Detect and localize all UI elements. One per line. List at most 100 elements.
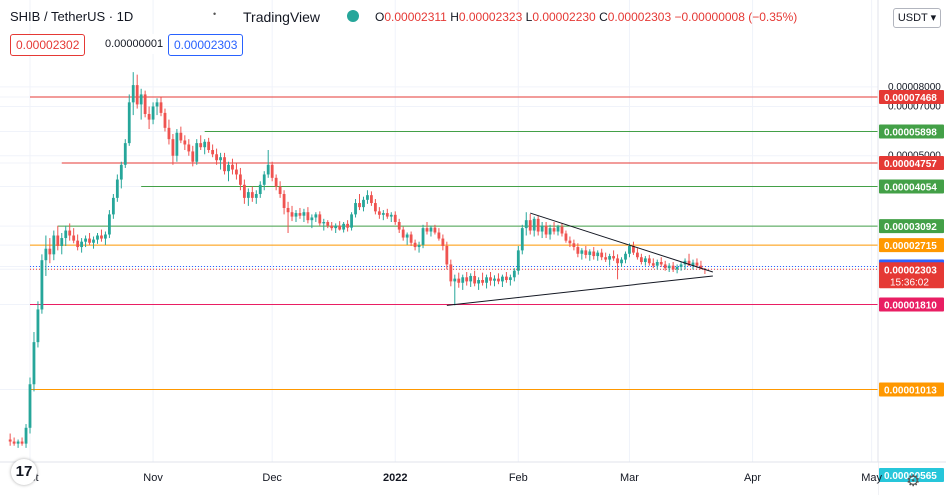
candle-body xyxy=(92,239,95,243)
candle-body xyxy=(123,143,127,165)
candle-body xyxy=(207,141,211,151)
candle-body xyxy=(28,384,32,428)
candle-body xyxy=(616,258,619,264)
candle-body xyxy=(417,244,421,248)
candle-body xyxy=(338,225,342,230)
candle-body xyxy=(32,342,36,385)
candle-body xyxy=(342,223,346,230)
time-tick-label: Dec xyxy=(262,472,282,484)
candle-body xyxy=(298,213,302,216)
candle-body xyxy=(250,192,254,198)
ohlc-readout: O0.00002311 H0.00002323 L0.00002230 C0.0… xyxy=(375,10,797,24)
candle-body xyxy=(48,248,52,255)
candle-body xyxy=(262,174,266,185)
candle-body xyxy=(421,228,425,245)
candle-body xyxy=(409,234,413,243)
candle-body xyxy=(187,144,191,152)
symbol-title[interactable]: SHIB / TetherUS · 1D xyxy=(10,9,134,24)
candle-body xyxy=(56,235,60,246)
currency-select[interactable]: USDT ▾ xyxy=(893,8,941,28)
candle-body xyxy=(362,199,365,208)
level-tag-label: 0.00005898 xyxy=(884,128,937,139)
candle-body xyxy=(465,277,469,282)
trendlines[interactable] xyxy=(446,212,713,306)
candle-body xyxy=(64,230,68,239)
candle-body xyxy=(548,228,552,235)
level-tag xyxy=(879,124,944,139)
price-axis[interactable]: 0.000080000.000070000.000050000.00007468… xyxy=(877,0,946,495)
candle-body xyxy=(266,164,270,175)
candle-body xyxy=(139,94,143,105)
candle-body xyxy=(318,214,322,224)
candle-body xyxy=(191,151,195,162)
trendline[interactable] xyxy=(446,275,713,306)
candle-body xyxy=(520,228,524,251)
candle-body xyxy=(219,157,222,161)
time-tick-label: Apr xyxy=(744,472,761,484)
candle-body xyxy=(330,225,334,229)
candle-body xyxy=(655,261,659,266)
change-value: −0.00000008 (−0.35%) xyxy=(674,10,798,24)
candle-body xyxy=(274,177,278,187)
candle-body xyxy=(8,439,12,442)
level-tag xyxy=(879,90,944,104)
candle-body xyxy=(572,243,576,248)
time-tick-label: May xyxy=(861,472,882,484)
candle-body xyxy=(425,228,429,232)
candle-body xyxy=(346,223,349,228)
trendline[interactable] xyxy=(530,212,713,273)
candle-body xyxy=(171,139,175,156)
candle-body xyxy=(540,225,544,232)
candle-body xyxy=(334,225,338,229)
candle-body xyxy=(624,253,627,260)
candle-body xyxy=(433,227,437,233)
candle-body xyxy=(699,265,703,269)
candle-body xyxy=(115,179,119,198)
candle-body xyxy=(449,264,453,282)
candle-body xyxy=(501,276,504,282)
level-tag-label: 0.00002715 xyxy=(884,241,937,252)
level-tag xyxy=(879,468,944,482)
candles xyxy=(8,72,707,448)
price-tick-label: 0.00008000 xyxy=(888,82,941,93)
gear-icon[interactable]: ⚙ xyxy=(906,473,921,490)
candle-body xyxy=(556,226,560,232)
candle-body xyxy=(647,258,651,264)
candle-body xyxy=(532,218,536,231)
candle-body xyxy=(393,214,397,223)
candle-body xyxy=(242,184,246,198)
candle-body xyxy=(215,154,218,161)
tradingview-logo-icon[interactable]: 17 xyxy=(11,459,37,485)
sell-button[interactable]: 0.00002302 xyxy=(10,34,86,56)
candle-body xyxy=(608,256,612,260)
candle-body xyxy=(445,245,449,265)
level-tag xyxy=(879,179,944,194)
candle-body xyxy=(179,132,183,141)
candle-body xyxy=(40,260,44,310)
candle-body xyxy=(278,186,282,195)
candle-body xyxy=(636,252,639,258)
candle-body xyxy=(72,235,76,241)
low-label: L xyxy=(525,10,533,24)
candle-body xyxy=(489,277,492,281)
market-status-icon[interactable] xyxy=(347,10,359,22)
candle-body xyxy=(405,234,409,238)
candle-body xyxy=(389,214,393,217)
candle-body xyxy=(119,164,123,180)
level-tag-label: 0.00001810 xyxy=(884,301,937,312)
candle-body xyxy=(199,143,203,148)
level-tag-label: 0.00002303 xyxy=(884,265,937,276)
candle-body xyxy=(512,270,516,278)
candle-body xyxy=(560,226,564,234)
candle-body xyxy=(314,214,318,218)
candle-body xyxy=(679,264,683,267)
candle-body xyxy=(552,228,556,232)
buy-button[interactable]: 0.00002303 xyxy=(168,34,244,56)
time-axis[interactable]: OctNovDec2022FebMarAprMay xyxy=(0,461,946,495)
level-tag-label: 0.00004757 xyxy=(884,159,937,170)
level-tag-label: 0.00004054 xyxy=(884,182,937,193)
candle-body xyxy=(147,113,151,120)
level-tag-label: 0.00007468 xyxy=(884,93,937,104)
time-tick-label: 2022 xyxy=(383,472,407,484)
